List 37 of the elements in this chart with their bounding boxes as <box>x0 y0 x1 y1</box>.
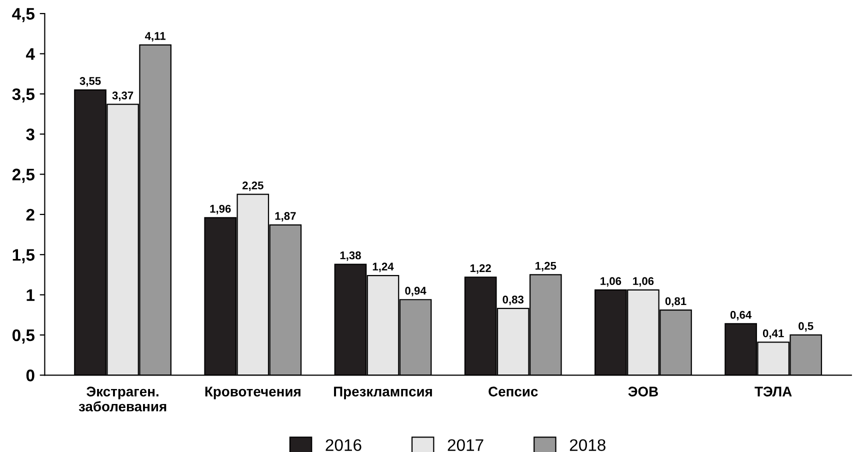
y-tick-label: 0,5 <box>12 329 35 344</box>
y-tick-label: 1 <box>26 289 35 301</box>
data-label: 0,5 <box>798 322 814 332</box>
data-label: 0,94 <box>405 286 426 296</box>
x-tick-label: Презклампсия <box>334 386 432 400</box>
data-label: 1,87 <box>275 212 296 222</box>
x-tick-label: ЭОВ <box>628 386 658 396</box>
data-label: 1,06 <box>600 277 622 287</box>
data-label: 1,24 <box>372 262 394 272</box>
data-label: 2,25 <box>242 182 264 191</box>
legend-label: 2017 <box>448 439 484 451</box>
data-label: 0,64 <box>730 310 752 320</box>
y-tick-label: 1,5 <box>12 249 35 264</box>
y-tick-label: 4,5 <box>12 8 35 22</box>
data-label: 0,81 <box>665 297 686 307</box>
legend-label: 2018 <box>570 439 606 451</box>
y-tick-label: 2,5 <box>12 168 35 183</box>
data-label: 1,25 <box>536 262 556 272</box>
y-tick-label: 2 <box>26 208 34 220</box>
data-label: 1,38 <box>340 251 361 261</box>
data-label: 1,22 <box>470 264 491 274</box>
y-tick-label: 0 <box>26 370 34 382</box>
x-tick-label: Сепсис <box>488 386 538 396</box>
data-label: 3,37 <box>112 92 134 101</box>
data-label: 4,11 <box>144 32 166 42</box>
data-label: 1,06 <box>633 277 654 287</box>
x-tick-label: Кровотечения <box>205 386 300 400</box>
data-label: 0,41 <box>762 329 784 339</box>
y-tick-label: 3,5 <box>12 88 35 103</box>
y-tick-label: 4 <box>26 48 35 60</box>
data-label: 0,83 <box>502 296 524 306</box>
legend-label: 2016 <box>326 439 362 451</box>
x-tick-label: ТЭЛА <box>754 386 792 396</box>
data-label: 1,96 <box>210 204 231 214</box>
data-label: 3,55 <box>80 77 101 87</box>
y-tick-label: 3 <box>26 128 34 140</box>
x-tick-label: Экстраген. заболевания <box>78 386 166 412</box>
